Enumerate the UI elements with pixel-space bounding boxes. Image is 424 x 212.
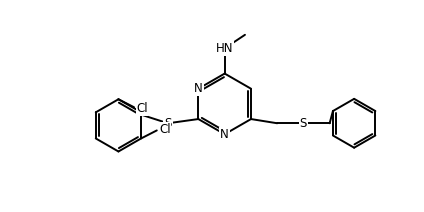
Text: N: N xyxy=(194,82,203,95)
Text: N: N xyxy=(220,128,229,141)
Text: HN: HN xyxy=(216,42,234,55)
Text: Cl: Cl xyxy=(159,123,170,136)
Text: Cl: Cl xyxy=(136,102,148,115)
Text: S: S xyxy=(300,117,307,130)
Text: S: S xyxy=(164,117,172,130)
